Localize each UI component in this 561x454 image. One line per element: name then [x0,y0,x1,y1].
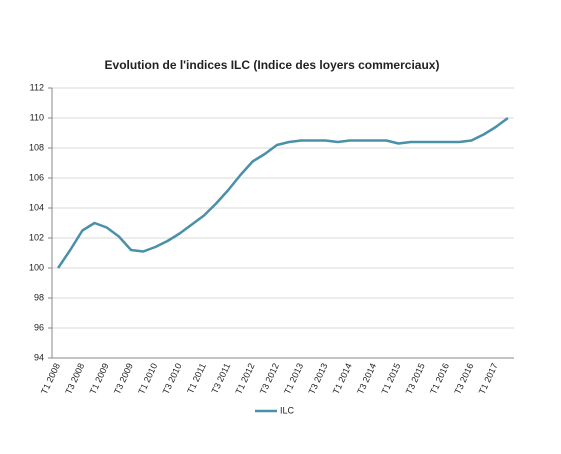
x-tick-label: T1 2010 [136,362,159,396]
legend-label: ILC [280,405,295,415]
x-tick-label: T3 2008 [63,362,86,396]
x-tick-label: T1 2017 [477,362,500,396]
x-tick-label: T3 2012 [258,362,281,396]
y-tick-label: 112 [30,82,44,92]
x-tick-label: T1 2013 [282,362,305,396]
y-tick-label: 94 [34,352,44,362]
x-tick-label: T1 2015 [379,362,402,396]
x-tick-label: T1 2011 [185,362,208,396]
x-tick-label: T3 2015 [404,362,427,396]
x-tick-label: T1 2016 [428,362,451,396]
x-tick-label: T1 2009 [88,362,111,396]
y-tick-label: 104 [29,202,44,212]
x-tick-label: T3 2009 [112,362,135,396]
y-tick-label: 106 [29,172,44,182]
data-line [57,116,509,269]
y-tick-label: 110 [30,112,44,122]
y-tick-label: 102 [29,232,44,242]
x-tick-label: T1 2008 [39,362,62,396]
x-tick-label: T3 2016 [452,362,475,396]
y-tick-label: 96 [34,322,44,332]
x-tick-label: T3 2010 [161,362,184,396]
x-tick-label: T1 2012 [234,362,257,396]
x-tick-label: T3 2013 [306,362,329,396]
x-tick-label: T1 2014 [331,362,354,396]
y-tick-label: 98 [34,292,44,302]
x-tick-label: T3 2014 [355,362,378,396]
x-tick-label: T3 2011 [210,362,233,396]
y-tick-label: 108 [29,142,44,152]
chart-title: Evolution de l'indices ILC (Indice des l… [105,58,440,72]
y-tick-label: 100 [29,262,44,272]
